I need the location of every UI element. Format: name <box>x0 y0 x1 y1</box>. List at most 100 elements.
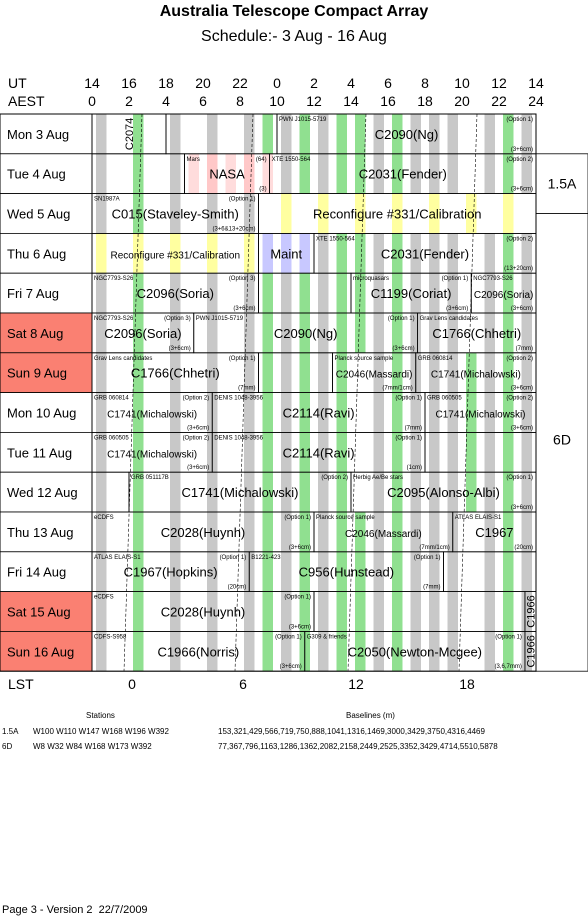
time-band <box>373 591 384 632</box>
ut-tick: 8 <box>421 75 429 91</box>
aest-tick: 2 <box>125 93 133 109</box>
config-row-1-label: 1.5A <box>2 727 19 736</box>
aest-tick: 10 <box>269 93 285 109</box>
block-option: (Option 1) <box>495 634 522 640</box>
day-cell <box>0 232 93 274</box>
time-band <box>447 114 458 154</box>
time-band <box>207 631 218 672</box>
time-band <box>521 631 532 672</box>
time-band <box>355 591 366 632</box>
block-band: (20cm) <box>514 545 533 551</box>
day-label: Tue 11 Aug <box>7 445 72 460</box>
lst-tick: 12 <box>348 676 364 692</box>
aest-tick: 16 <box>380 93 396 109</box>
time-band <box>299 233 310 274</box>
block-option: (Option 1) <box>414 555 441 561</box>
time-band <box>410 313 421 353</box>
block-band: (3+6cm) <box>169 346 191 352</box>
time-band <box>133 432 144 473</box>
block-band: (7mm) <box>405 425 422 431</box>
time-band <box>299 512 310 552</box>
block-project: C1741(Michalowski) <box>435 410 525 421</box>
time-band <box>447 631 458 672</box>
time-band <box>484 512 495 552</box>
time-band <box>318 392 329 433</box>
time-band <box>207 153 218 194</box>
time-band <box>484 551 495 592</box>
day-cell <box>0 352 93 393</box>
time-band <box>318 313 329 353</box>
schedule-block <box>424 431 537 473</box>
block-option: (Option 2) <box>321 475 348 481</box>
block-band: (3) <box>259 187 266 193</box>
block-source: DENIS 1048-3956 <box>214 435 263 441</box>
block-project: NASA <box>209 167 245 182</box>
time-band <box>355 193 366 234</box>
time-band <box>133 392 144 433</box>
block-source: PWN J1015-5719 <box>196 316 244 322</box>
block-band: (3+6cm) <box>289 624 311 630</box>
time-band <box>207 551 218 592</box>
time-band <box>373 512 384 552</box>
config-row-2-stations: W8 W32 W84 W168 W173 W392 <box>33 742 152 751</box>
aest-tick: 20 <box>454 93 470 109</box>
time-band <box>484 392 495 433</box>
time-band <box>244 631 255 672</box>
day-cell <box>0 272 93 314</box>
time-band <box>281 551 292 592</box>
block-project: Reconfigure #331/Calibration <box>110 250 240 261</box>
config-row-2-label: 6D <box>2 742 13 751</box>
time-band <box>429 114 440 154</box>
time-band <box>447 432 458 473</box>
time-band <box>373 631 384 672</box>
time-band <box>170 631 181 672</box>
block-option: (Option 1) <box>442 276 469 282</box>
day-label: Sun 16 Aug <box>7 644 74 659</box>
block-band: (3+6&13+20cm) <box>212 226 255 232</box>
block-project: C2090(Ng) <box>274 326 338 341</box>
time-band <box>410 273 421 313</box>
lst-track-line <box>458 113 478 672</box>
day-cell <box>0 471 93 513</box>
block-project: C2031(Fender) <box>359 167 447 182</box>
time-band <box>133 472 144 512</box>
day-label: Sat 8 Aug <box>7 326 63 341</box>
time-band <box>521 432 532 473</box>
block-source: Grav Lens candidates <box>420 316 478 322</box>
day-label: Mon 10 Aug <box>7 406 76 421</box>
time-band <box>133 153 144 194</box>
block-project-vertical: C1966 <box>525 635 537 667</box>
time-band <box>244 472 255 512</box>
lst-tick: 6 <box>239 676 247 692</box>
time-band <box>373 551 384 592</box>
block-band: (3+6cm) <box>511 505 533 511</box>
day-cell <box>0 392 93 433</box>
time-band <box>318 193 329 234</box>
block-option: (Option 2) <box>506 356 533 362</box>
time-band <box>299 551 310 592</box>
time-band <box>521 233 532 274</box>
time-band <box>503 631 514 672</box>
time-band <box>484 273 495 313</box>
aest-tick: 22 <box>491 93 507 109</box>
day-label: Sun 9 Aug <box>7 366 67 381</box>
block-source: ATLAS ELAIS-S1 <box>94 555 141 561</box>
block-project: C2096(Soria) <box>137 286 214 301</box>
block-option: (Option 3) <box>229 276 256 282</box>
block-option: (Option 3) <box>164 316 191 322</box>
time-band <box>503 512 514 552</box>
grid-frame <box>0 113 537 672</box>
time-band <box>466 193 477 234</box>
time-band <box>336 273 347 313</box>
time-band <box>244 591 255 632</box>
time-band <box>373 153 384 194</box>
time-band <box>447 551 458 592</box>
ut-tick: 20 <box>195 75 211 91</box>
time-band <box>96 114 107 154</box>
block-project: C1967 <box>475 525 513 540</box>
block-band: (3+6cm) <box>511 306 533 312</box>
time-band <box>484 432 495 473</box>
time-band <box>447 591 458 632</box>
block-option: (Option 1) <box>220 555 247 561</box>
day-cell <box>0 431 93 473</box>
